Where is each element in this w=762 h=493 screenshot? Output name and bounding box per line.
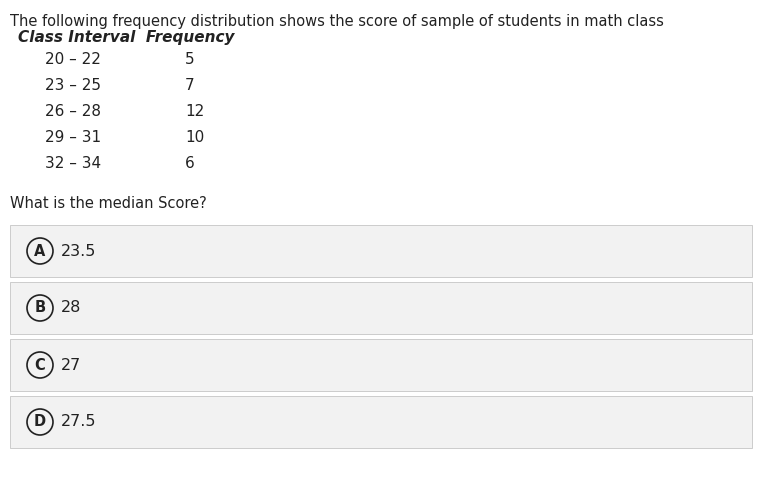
Circle shape	[27, 295, 53, 321]
Text: 12: 12	[185, 104, 204, 119]
Text: Class Interval  Frequency: Class Interval Frequency	[18, 30, 235, 45]
FancyBboxPatch shape	[10, 225, 752, 277]
Text: B: B	[34, 301, 46, 316]
Text: 5: 5	[185, 52, 194, 67]
Text: 10: 10	[185, 130, 204, 145]
Text: 6: 6	[185, 156, 195, 171]
Circle shape	[27, 409, 53, 435]
Circle shape	[27, 238, 53, 264]
Text: 23.5: 23.5	[61, 244, 96, 258]
Text: 26 – 28: 26 – 28	[45, 104, 101, 119]
FancyBboxPatch shape	[10, 282, 752, 334]
Text: 23 – 25: 23 – 25	[45, 78, 101, 93]
Text: 32 – 34: 32 – 34	[45, 156, 101, 171]
Text: 20 – 22: 20 – 22	[45, 52, 101, 67]
Text: D: D	[34, 415, 46, 429]
FancyBboxPatch shape	[10, 339, 752, 391]
Text: The following frequency distribution shows the score of sample of students in ma: The following frequency distribution sho…	[10, 14, 664, 29]
Text: 7: 7	[185, 78, 194, 93]
Text: 29 – 31: 29 – 31	[45, 130, 101, 145]
Text: 28: 28	[61, 301, 82, 316]
FancyBboxPatch shape	[10, 396, 752, 448]
Text: What is the median Score?: What is the median Score?	[10, 196, 207, 211]
Text: 27: 27	[61, 357, 82, 373]
Text: C: C	[34, 357, 46, 373]
Text: A: A	[34, 244, 46, 258]
Circle shape	[27, 352, 53, 378]
Text: 27.5: 27.5	[61, 415, 97, 429]
